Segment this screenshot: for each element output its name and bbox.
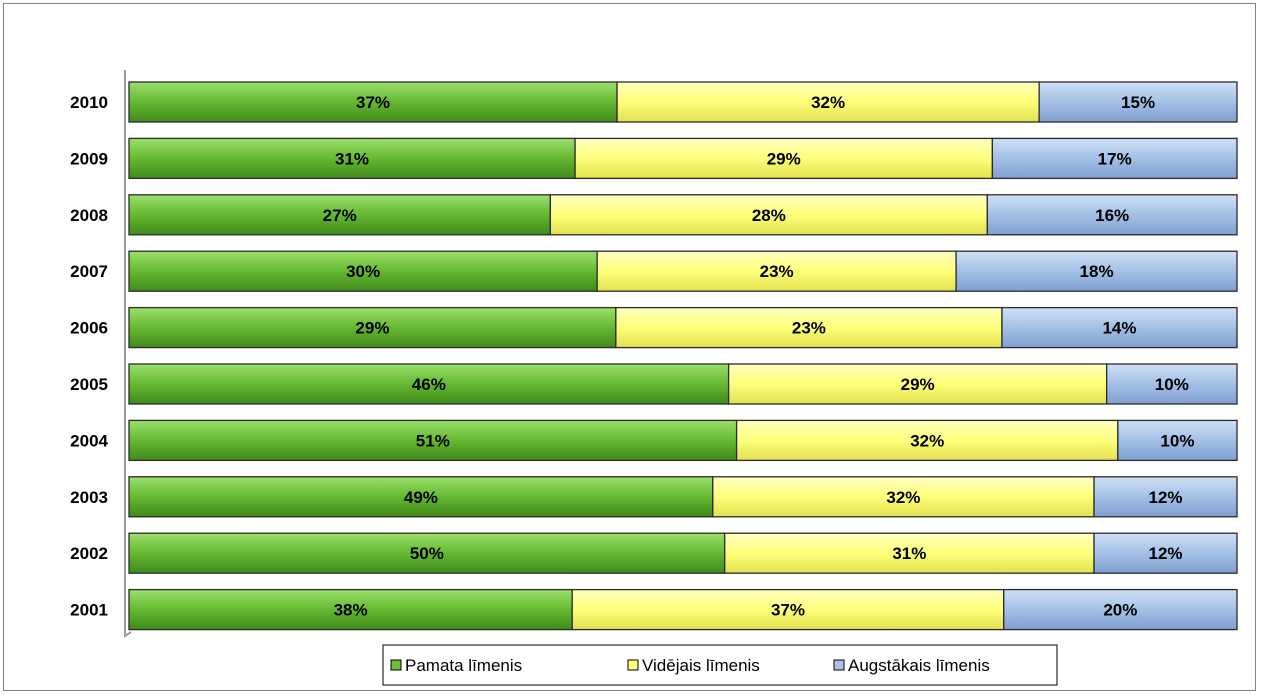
y-tick-label: 2003 xyxy=(70,488,108,507)
data-label: 10% xyxy=(1155,375,1189,394)
data-label: 51% xyxy=(416,431,450,450)
y-tick-label: 2008 xyxy=(70,206,108,225)
data-label: 12% xyxy=(1149,544,1183,563)
bar-segment xyxy=(549,194,988,236)
bar-segment xyxy=(712,476,1095,518)
bar-segment xyxy=(1038,81,1238,123)
bar-segment xyxy=(955,250,1238,292)
bar-segment xyxy=(128,250,598,292)
data-label: 27% xyxy=(323,206,357,225)
y-tick-label: 2004 xyxy=(70,431,108,450)
bar-segment xyxy=(727,363,1108,405)
legend-swatch xyxy=(833,659,845,671)
data-label: 28% xyxy=(752,206,786,225)
y-tick-label: 2001 xyxy=(70,601,108,620)
data-label: 23% xyxy=(760,262,794,281)
data-label: 20% xyxy=(1103,601,1137,620)
bar-segment xyxy=(1003,588,1238,631)
legend-label: Pamata līmenis xyxy=(405,656,522,675)
bar-segment xyxy=(1093,532,1238,574)
data-label: 49% xyxy=(404,488,438,507)
bar-segment xyxy=(1105,363,1238,405)
bar-segment xyxy=(724,532,1095,574)
data-label: 46% xyxy=(412,375,446,394)
data-label: 23% xyxy=(792,319,826,338)
bar-segment xyxy=(574,137,994,180)
bar-segment xyxy=(986,194,1238,236)
data-label: 32% xyxy=(910,431,944,450)
data-label: 12% xyxy=(1149,488,1183,507)
data-label: 15% xyxy=(1121,93,1155,112)
data-label: 14% xyxy=(1102,319,1136,338)
data-label: 30% xyxy=(346,262,380,281)
data-label: 29% xyxy=(901,375,935,394)
bar-segment xyxy=(128,419,738,462)
y-axis-line xyxy=(124,70,132,638)
bar-segment xyxy=(616,81,1040,123)
bar-segment xyxy=(128,476,714,518)
bar-segment xyxy=(735,419,1119,462)
y-tick-label: 2007 xyxy=(70,262,108,281)
data-label: 17% xyxy=(1098,149,1132,168)
data-label: 37% xyxy=(771,601,805,620)
bar-segment xyxy=(128,588,573,631)
data-label: 18% xyxy=(1080,262,1114,281)
bar-segment xyxy=(1093,476,1238,518)
legend-box xyxy=(382,644,1058,686)
data-label: 32% xyxy=(811,93,845,112)
bar-segment xyxy=(571,588,1005,631)
data-label: 29% xyxy=(767,149,801,168)
bar-segment xyxy=(1117,419,1238,462)
bar-segment xyxy=(1001,306,1238,349)
legend-label: Augstākais līmenis xyxy=(848,656,990,675)
data-label: 31% xyxy=(892,544,926,563)
bar-segment xyxy=(128,306,617,349)
bar-segment xyxy=(615,306,1003,349)
legend-label: Vidējais līmenis xyxy=(642,656,760,675)
bar-segment xyxy=(128,363,730,405)
bar-segment xyxy=(128,532,726,574)
data-label: 50% xyxy=(410,544,444,563)
data-label: 31% xyxy=(335,149,369,168)
y-tick-label: 2005 xyxy=(70,375,108,394)
data-label: 29% xyxy=(355,319,389,338)
data-label: 32% xyxy=(886,488,920,507)
legend-swatch xyxy=(627,659,639,671)
data-label: 10% xyxy=(1160,431,1194,450)
y-tick-label: 2006 xyxy=(70,319,108,338)
legend-swatch xyxy=(390,659,402,671)
bar-segment xyxy=(128,81,618,123)
data-label: 16% xyxy=(1095,206,1129,225)
y-tick-label: 2002 xyxy=(70,544,108,563)
data-label: 37% xyxy=(356,93,390,112)
bar-segment xyxy=(991,137,1238,180)
y-tick-label: 2009 xyxy=(70,149,108,168)
y-tick-label: 2010 xyxy=(70,93,108,112)
data-label: 38% xyxy=(334,601,368,620)
